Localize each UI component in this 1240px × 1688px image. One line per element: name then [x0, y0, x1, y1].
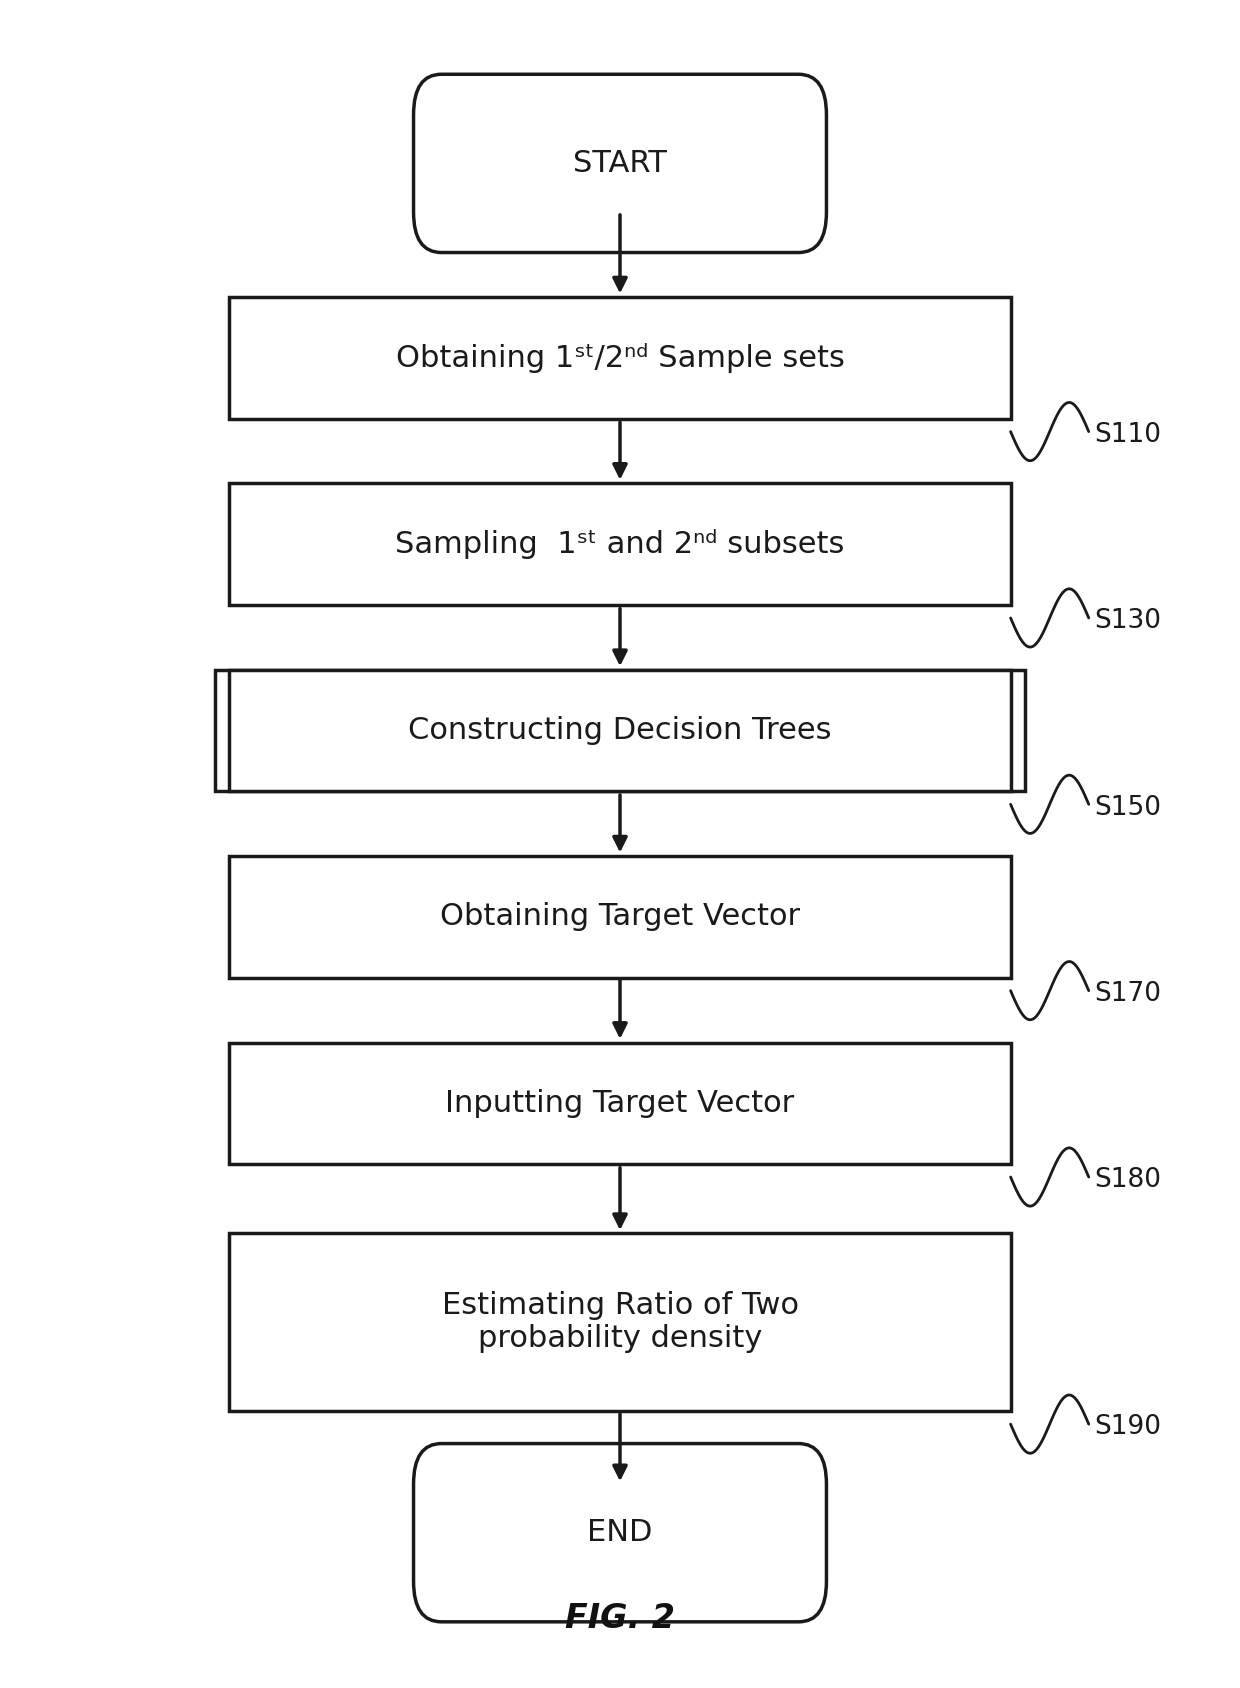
FancyBboxPatch shape [229, 1232, 1011, 1411]
Text: FIG. 2: FIG. 2 [565, 1602, 675, 1636]
FancyBboxPatch shape [229, 297, 1011, 419]
Text: S110: S110 [1094, 422, 1162, 447]
Text: S190: S190 [1094, 1415, 1162, 1440]
FancyBboxPatch shape [229, 483, 1011, 604]
Text: S150: S150 [1094, 795, 1162, 820]
FancyBboxPatch shape [229, 1043, 1011, 1165]
FancyBboxPatch shape [215, 670, 1025, 792]
Text: S170: S170 [1094, 981, 1162, 1008]
Text: START: START [573, 149, 667, 177]
Text: S130: S130 [1094, 608, 1162, 635]
Text: END: END [588, 1518, 652, 1548]
FancyBboxPatch shape [229, 670, 1011, 792]
FancyBboxPatch shape [229, 856, 1011, 977]
Text: Estimating Ratio of Two
probability density: Estimating Ratio of Two probability dens… [441, 1291, 799, 1354]
Text: Obtaining 1ˢᵗ/2ⁿᵈ Sample sets: Obtaining 1ˢᵗ/2ⁿᵈ Sample sets [396, 343, 844, 373]
Text: Inputting Target Vector: Inputting Target Vector [445, 1089, 795, 1117]
Text: Constructing Decision Trees: Constructing Decision Trees [408, 716, 832, 744]
FancyBboxPatch shape [413, 74, 826, 253]
Text: Obtaining Target Vector: Obtaining Target Vector [440, 903, 800, 932]
Text: S180: S180 [1094, 1166, 1162, 1193]
FancyBboxPatch shape [413, 1443, 826, 1622]
Text: Sampling  1ˢᵗ and 2ⁿᵈ subsets: Sampling 1ˢᵗ and 2ⁿᵈ subsets [396, 530, 844, 559]
